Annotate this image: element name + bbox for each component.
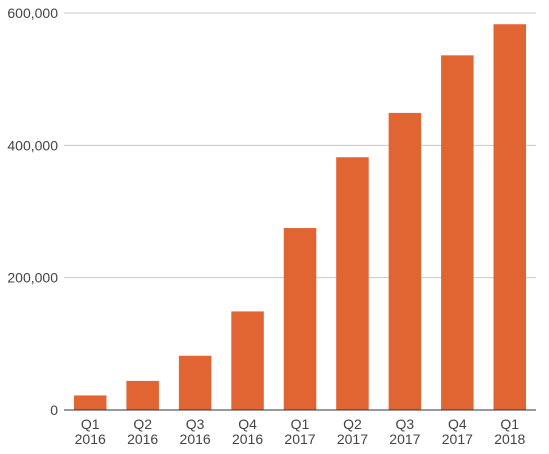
bar bbox=[283, 228, 317, 410]
bar bbox=[126, 380, 159, 410]
x-tick-label: Q1 2016 bbox=[75, 416, 106, 447]
y-tick-label: 0 bbox=[50, 402, 58, 418]
x-tick-label: Q4 2016 bbox=[232, 416, 263, 447]
bar bbox=[231, 311, 264, 410]
x-tick-label: Q3 2016 bbox=[180, 416, 211, 447]
bars bbox=[73, 24, 527, 411]
bar bbox=[178, 355, 212, 410]
y-axis-ticks: 0 200,000 400,000 600,000 bbox=[7, 5, 58, 418]
x-tick-label: Q2 2016 bbox=[127, 416, 158, 447]
x-tick-label: Q4 2017 bbox=[442, 416, 473, 447]
bar bbox=[493, 24, 527, 411]
x-tick-label: Q1 2018 bbox=[494, 416, 525, 447]
x-axis-ticks: Q1 2016 Q2 2016 Q3 2016 Q4 2016 Q1 2017 Q2 2017 Q3 20… bbox=[75, 416, 526, 447]
x-tick-label: Q2 2017 bbox=[337, 416, 368, 447]
y-tick-label: 200,000 bbox=[7, 270, 58, 286]
y-tick-label: 600,000 bbox=[7, 5, 58, 21]
x-tick-label: Q1 2017 bbox=[284, 416, 315, 447]
bar bbox=[388, 112, 422, 410]
bar bbox=[336, 157, 369, 410]
bar bbox=[73, 395, 107, 410]
x-tick-label: Q3 2017 bbox=[389, 416, 420, 447]
y-tick-label: 400,000 bbox=[7, 137, 58, 153]
bar bbox=[441, 55, 474, 410]
